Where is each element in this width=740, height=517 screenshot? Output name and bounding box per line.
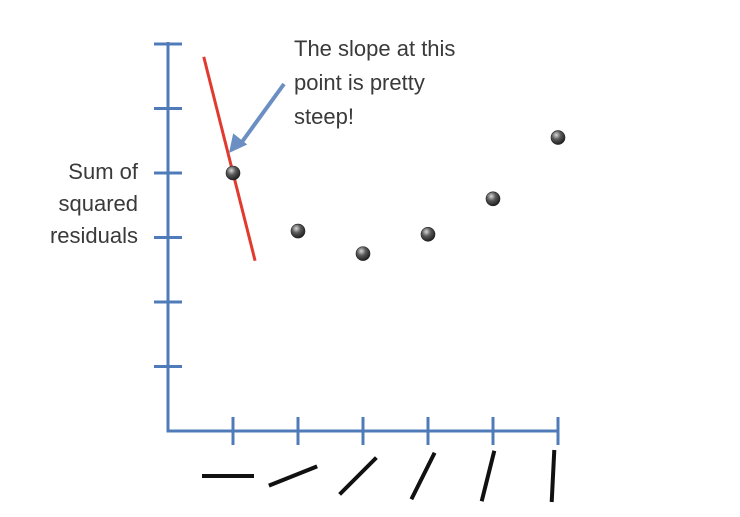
axes bbox=[154, 42, 560, 445]
y-axis-label-line: residuals bbox=[49, 223, 138, 248]
slope-glyph bbox=[268, 464, 318, 488]
arrow-shaft bbox=[237, 82, 286, 148]
annotation-line: point is pretty bbox=[294, 70, 425, 95]
slope-glyphs bbox=[202, 449, 557, 503]
slope-glyph bbox=[409, 451, 437, 501]
data-point bbox=[485, 191, 501, 207]
slope-glyph bbox=[479, 450, 497, 502]
slope-glyph bbox=[338, 456, 378, 496]
y-axis-label-line: squared bbox=[58, 191, 138, 216]
arrow-layer bbox=[229, 82, 286, 153]
slope-glyph bbox=[549, 449, 557, 503]
data-point bbox=[355, 246, 371, 261]
data-point bbox=[290, 223, 306, 239]
y-axis-label-line: Sum of bbox=[68, 159, 138, 184]
tangent-line bbox=[202, 56, 257, 262]
annotation-line: steep! bbox=[294, 104, 354, 129]
y-axis-label: Sum of squared residuals bbox=[20, 156, 138, 252]
annotation: The slope at this point is pretty steep! bbox=[294, 32, 524, 134]
arrow-head bbox=[229, 133, 248, 153]
tangent-layer bbox=[202, 56, 257, 262]
annotation-line: The slope at this bbox=[294, 36, 456, 61]
data-point bbox=[225, 165, 241, 181]
data-point bbox=[420, 226, 436, 242]
data-point bbox=[550, 130, 566, 145]
points-layer bbox=[225, 130, 566, 261]
